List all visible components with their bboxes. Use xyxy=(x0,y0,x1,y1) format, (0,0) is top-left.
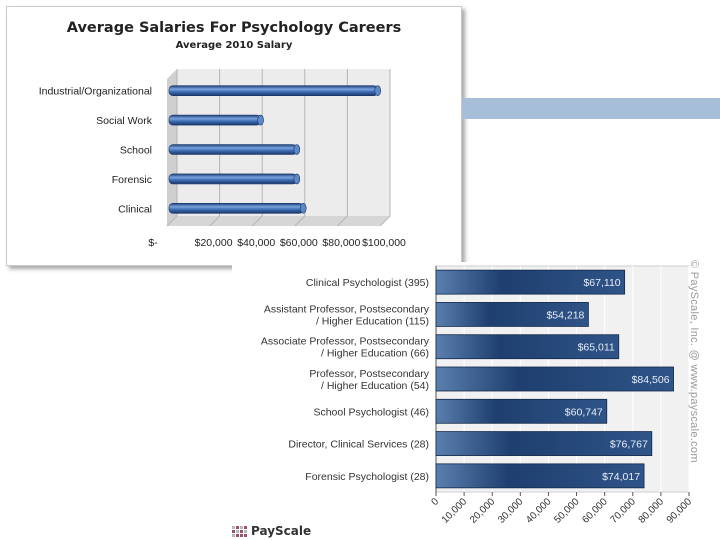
x-tick-label: 40,000 xyxy=(524,496,554,526)
decorative-blue-rule xyxy=(462,98,720,119)
y-category-label: School xyxy=(120,145,152,157)
bar-value-label: $60,747 xyxy=(565,406,603,418)
x-tick-label: $- xyxy=(148,237,158,249)
bar-value-label: $67,110 xyxy=(583,277,620,289)
y-category-label: Director, Clinical Services (28) xyxy=(288,439,429,451)
y-category-label: Forensic xyxy=(112,174,152,186)
bar-value-label: $65,011 xyxy=(578,342,615,354)
y-category-label: Associate Professor, Postsecondary xyxy=(261,336,430,348)
x-tick-label: 80,000 xyxy=(637,496,667,526)
bar-end-cap xyxy=(293,173,301,185)
bar-end-cap xyxy=(299,203,307,214)
y-category-label: / Higher Education (115) xyxy=(316,315,429,327)
gridline-floor xyxy=(251,215,263,227)
gridline-floor xyxy=(209,215,220,227)
bar xyxy=(435,334,620,360)
y-category-label: Clinical xyxy=(118,203,152,215)
y-category-label: School Psychologist (46) xyxy=(313,406,429,418)
gridline-floor xyxy=(166,215,178,227)
x-tick-label: 20,000 xyxy=(468,496,498,526)
bar-end-cap xyxy=(374,85,382,96)
x-tick-label: $100,000 xyxy=(362,237,406,249)
bar xyxy=(435,269,626,295)
chart-title: Average Salaries For Psychology Careers xyxy=(66,20,402,36)
x-tick-label: 10,000 xyxy=(440,496,470,526)
x-tick-label: 30,000 xyxy=(496,496,526,526)
bar-end-cap xyxy=(293,144,301,155)
bar-value-label: $54,218 xyxy=(546,309,584,321)
y-category-label: Assistant Professor, Postsecondary xyxy=(264,303,430,315)
y-category-label: Social Work xyxy=(96,115,153,127)
bar xyxy=(435,463,645,489)
gridline-floor xyxy=(337,215,348,227)
payscale-watermark: © PayScale, Inc. @ www.payscale.com xyxy=(688,260,700,463)
x-tick-label: 90,000 xyxy=(665,496,695,526)
logo-dots-icon xyxy=(232,525,247,537)
x-tick-label: $60,000 xyxy=(280,237,318,249)
y-category-label: / Higher Education (66) xyxy=(321,348,429,360)
x-tick-label: 50,000 xyxy=(552,496,582,526)
x-tick-label: $20,000 xyxy=(195,237,233,249)
x-tick-label: $40,000 xyxy=(237,237,275,249)
plot-floor xyxy=(167,216,390,226)
gridline-floor xyxy=(379,215,391,227)
bar xyxy=(435,366,674,392)
chart-subtitle: Average 2010 Salary xyxy=(175,40,293,51)
bar-value-label: $84,506 xyxy=(632,374,670,386)
y-category-label: Clinical Psychologist (395) xyxy=(306,277,429,289)
logo-text: PayScale xyxy=(251,524,312,538)
bar-end-cap xyxy=(257,114,264,126)
x-tick-label: 70,000 xyxy=(608,496,638,526)
y-category-label: Professor, Postsecondary xyxy=(309,368,429,380)
y-category-label: Industrial/Organizational xyxy=(39,86,152,98)
x-tick-label: 60,000 xyxy=(580,496,610,526)
bar xyxy=(435,302,589,327)
x-tick-label: $80,000 xyxy=(322,237,360,249)
gridline-floor xyxy=(294,215,306,227)
bar xyxy=(435,431,653,456)
bar xyxy=(435,398,608,424)
payscale-logo: PayScale xyxy=(232,522,311,540)
y-category-label: / Higher Education (54) xyxy=(321,380,429,392)
bar-value-label: $74,017 xyxy=(602,471,640,483)
bar-value-label: $76,767 xyxy=(610,439,648,451)
y-category-label: Forensic Psychologist (28) xyxy=(305,471,429,483)
